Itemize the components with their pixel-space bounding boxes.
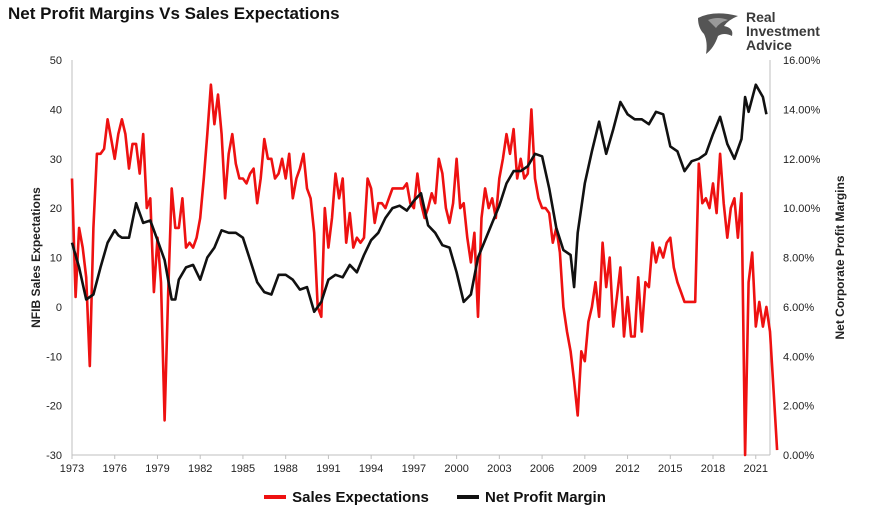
y-left-tick-label: 10 bbox=[50, 253, 62, 265]
x-tick-label: 1991 bbox=[316, 463, 340, 475]
x-tick-label: 2021 bbox=[744, 463, 768, 475]
legend-swatch-margin bbox=[457, 495, 480, 499]
logo-line-3: Advice bbox=[746, 37, 792, 53]
x-tick-label: 2018 bbox=[701, 463, 725, 475]
logo-text: Real Investment Advice bbox=[746, 10, 820, 52]
y-left-tick-label: 0 bbox=[56, 302, 62, 314]
y-right-tick-label: 6.00% bbox=[783, 302, 814, 314]
y-right-axis-title: Net Corporate Profit Margins bbox=[833, 175, 847, 339]
y-right-tick-label: 16.00% bbox=[783, 55, 821, 67]
x-tick-label: 2003 bbox=[487, 463, 511, 475]
y-right-tick-label: 14.00% bbox=[783, 104, 821, 116]
logo-line-1: Real bbox=[746, 9, 776, 25]
x-tick-label: 1982 bbox=[188, 463, 212, 475]
x-tick-label: 2009 bbox=[573, 463, 597, 475]
y-left-tick-label: 50 bbox=[50, 55, 62, 67]
legend: Sales Expectations Net Profit Margin bbox=[0, 486, 870, 506]
logo-line-2: Investment bbox=[746, 23, 820, 39]
y-left-tick-label: 20 bbox=[50, 203, 62, 215]
brand-logo: Real Investment Advice bbox=[694, 8, 844, 58]
legend-item-margin: Net Profit Margin bbox=[457, 489, 606, 506]
y-right-tick-label: 0.00% bbox=[783, 450, 814, 462]
legend-item-sales: Sales Expectations bbox=[264, 489, 429, 506]
x-tick-label: 1973 bbox=[60, 463, 84, 475]
chart-title: Net Profit Margins Vs Sales Expectations bbox=[8, 4, 340, 23]
x-tick-label: 2006 bbox=[530, 463, 554, 475]
y-left-tick-label: -30 bbox=[46, 450, 62, 462]
y-right-tick-label: 4.00% bbox=[783, 351, 814, 363]
y-left-tick-label: -20 bbox=[46, 401, 62, 413]
y-right-tick-label: 12.00% bbox=[783, 154, 821, 166]
x-tick-label: 1988 bbox=[273, 463, 297, 475]
x-tick-label: 1976 bbox=[102, 463, 126, 475]
x-tick-label: 1979 bbox=[145, 463, 169, 475]
x-tick-label: 2000 bbox=[444, 463, 468, 475]
series-line-net-profit-margin bbox=[70, 83, 768, 314]
y-right-tick-label: 2.00% bbox=[783, 401, 814, 413]
y-left-tick-label: 40 bbox=[50, 104, 62, 116]
x-tick-label: 2015 bbox=[658, 463, 682, 475]
x-tick-label: 1985 bbox=[231, 463, 255, 475]
legend-label-margin: Net Profit Margin bbox=[485, 488, 606, 506]
series-line-sales-expectations bbox=[70, 83, 779, 457]
x-tick-label: 2012 bbox=[615, 463, 639, 475]
legend-label-sales: Sales Expectations bbox=[292, 488, 429, 506]
eagle-head-icon bbox=[698, 13, 738, 54]
x-tick-label: 1994 bbox=[359, 463, 383, 475]
y-right-tick-label: 8.00% bbox=[783, 253, 814, 265]
x-tick-label: 1997 bbox=[402, 463, 426, 475]
y-left-tick-label: -10 bbox=[46, 351, 62, 363]
y-left-axis-title: NFIB Sales Expectations bbox=[29, 187, 43, 328]
legend-swatch-sales bbox=[264, 495, 287, 499]
y-right-tick-label: 10.00% bbox=[783, 203, 821, 215]
y-left-tick-label: 30 bbox=[50, 154, 62, 166]
